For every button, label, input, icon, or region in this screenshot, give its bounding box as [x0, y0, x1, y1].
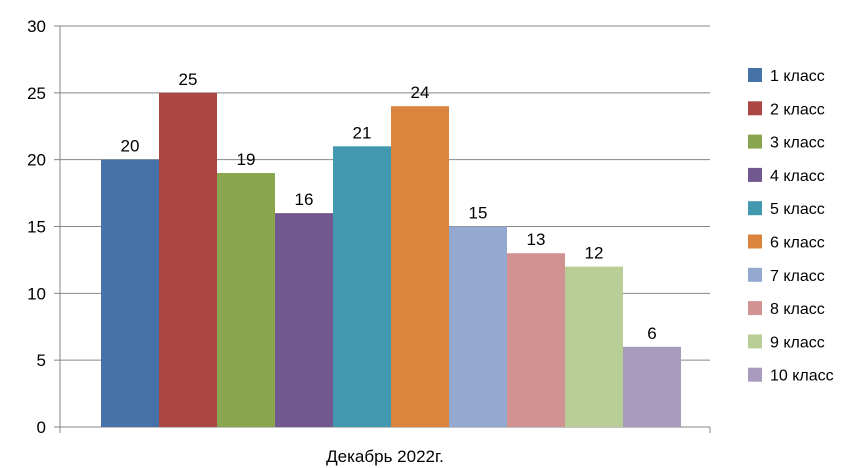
legend-swatch — [748, 68, 762, 82]
legend-label: 6 класс — [770, 235, 825, 252]
y-tick-label: 10 — [27, 284, 46, 303]
bar-1 — [101, 159, 159, 427]
data-label: 20 — [121, 137, 140, 156]
data-label: 21 — [353, 123, 372, 142]
bar-3 — [217, 173, 275, 427]
y-tick-label: 30 — [27, 17, 46, 36]
legend-swatch — [748, 334, 762, 349]
data-label: 19 — [237, 150, 256, 169]
y-tick-label: 20 — [27, 151, 46, 170]
data-label: 15 — [469, 204, 488, 223]
bar-8 — [507, 253, 565, 427]
legend-swatch — [748, 234, 762, 249]
data-label: 13 — [527, 230, 546, 249]
data-label: 24 — [411, 83, 430, 102]
legend-swatch — [748, 367, 762, 382]
bar-4 — [275, 213, 333, 427]
y-tick-label: 25 — [27, 84, 46, 103]
bar-9 — [565, 266, 623, 427]
data-label: 16 — [295, 190, 314, 209]
legend-label: 10 класс — [770, 368, 834, 385]
legend-label: 7 класс — [770, 268, 825, 285]
bar-10 — [623, 346, 681, 427]
y-axis-ticks: 0 5 10 15 20 25 30 — [27, 17, 60, 437]
legend-label: 4 класс — [770, 168, 825, 185]
y-tick-label: 15 — [27, 218, 46, 237]
y-tick-label: 0 — [37, 418, 46, 437]
category-labels: Декабрь 2022г. — [326, 447, 444, 466]
bar-2 — [159, 92, 217, 427]
y-tick-label: 5 — [37, 351, 46, 370]
data-labels: 20 25 19 16 21 24 15 13 12 6 — [121, 70, 657, 343]
bar-6 — [391, 106, 449, 427]
legend-swatch — [748, 201, 762, 216]
legend-label: 8 класс — [770, 301, 825, 318]
legend-swatch — [748, 134, 762, 149]
legend-swatch — [748, 267, 762, 282]
legend-swatch — [748, 167, 762, 182]
data-label: 6 — [647, 324, 656, 343]
legend-label: 1 класс — [770, 68, 825, 85]
legend-swatch — [748, 101, 762, 116]
legend: 1 класс 2 класс 3 класс 4 класс 5 класс 6 кла… — [748, 68, 834, 385]
legend-label: 5 класс — [770, 201, 825, 218]
legend-label: 9 класс — [770, 334, 825, 351]
bar-5 — [333, 146, 391, 428]
bars — [101, 92, 681, 428]
data-label: 25 — [179, 70, 198, 89]
bar-7 — [449, 226, 507, 427]
legend-swatch — [748, 301, 762, 316]
data-label: 12 — [585, 244, 604, 263]
legend-label: 3 класс — [770, 135, 825, 152]
x-category-label: Декабрь 2022г. — [326, 447, 444, 466]
legend-label: 2 класс — [770, 101, 825, 118]
